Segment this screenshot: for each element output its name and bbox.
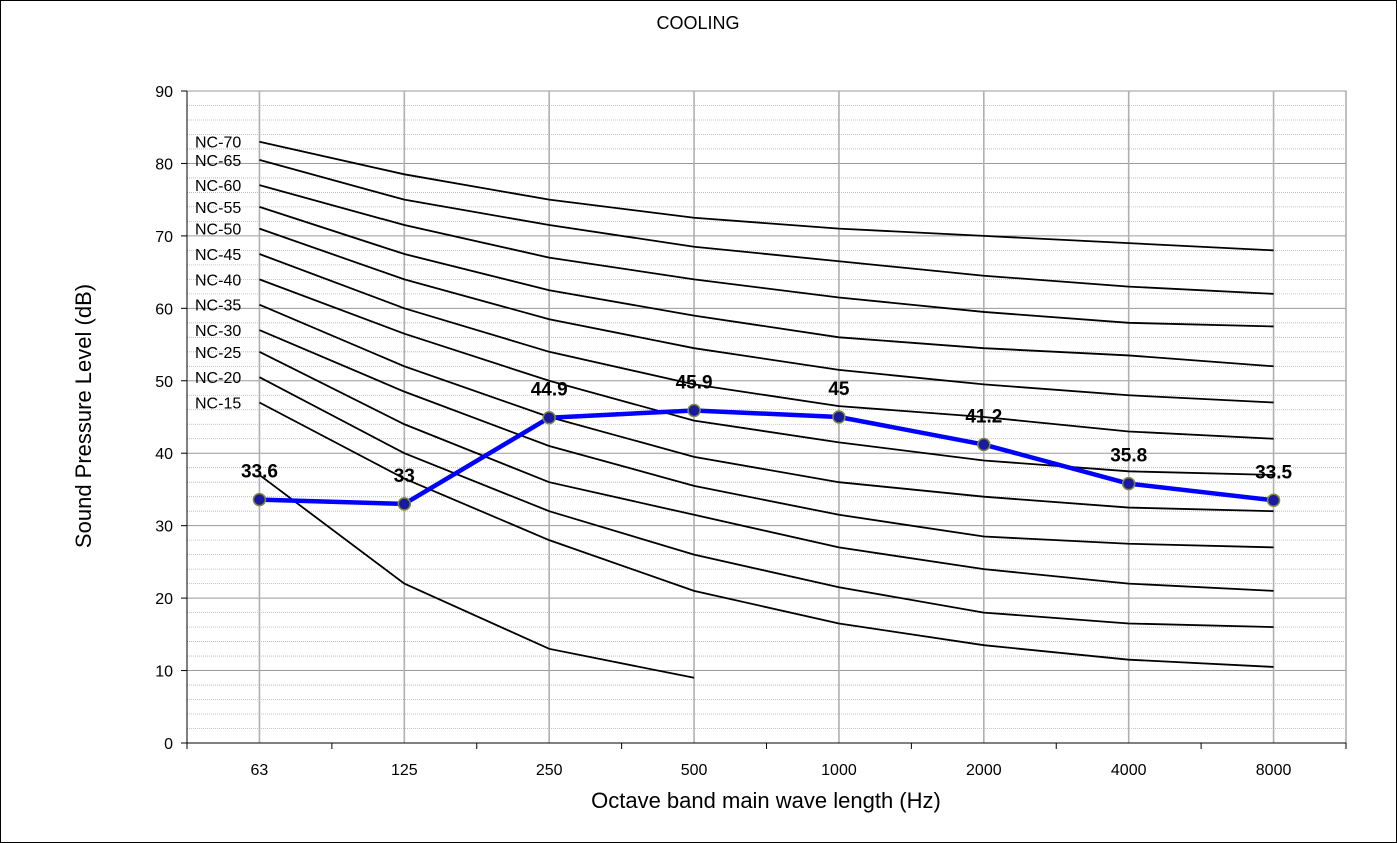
nc-curve-line xyxy=(258,474,695,679)
y-tick-label: 20 xyxy=(155,591,173,608)
nc-curve-line xyxy=(259,227,1274,404)
nc-curve-line xyxy=(259,253,1274,440)
grid-layer xyxy=(186,90,1347,744)
y-tick-label: 40 xyxy=(155,446,173,463)
nc-curve-line xyxy=(259,278,1274,476)
nc-curve-label: NC-45 xyxy=(195,247,241,264)
nc-curve-label: NC-15 xyxy=(195,396,241,413)
measured-point xyxy=(832,410,846,424)
data-label: 45 xyxy=(828,379,850,400)
measured-point xyxy=(397,497,412,511)
measured-point xyxy=(542,410,556,425)
data-label: 45.9 xyxy=(676,372,713,393)
x-tick-label: 4000 xyxy=(1111,762,1147,779)
nc-curve-label: NC-70 xyxy=(195,135,241,152)
measured-point xyxy=(1266,493,1281,508)
data-label: 35.8 xyxy=(1110,446,1147,467)
nc-curve-line xyxy=(259,158,1274,295)
nc-curve-label: NC-20 xyxy=(195,370,241,387)
x-tick-label: 500 xyxy=(681,762,708,779)
x-tick-label: 250 xyxy=(536,762,563,779)
nc-curve-line xyxy=(259,329,1274,549)
nc-curve-label: NC-25 xyxy=(195,345,241,362)
axes-layer: 0 10 20 30 40 50 60 70 80 90 63 125 250 500 1000 2000 40… xyxy=(155,84,1347,779)
y-tick-label: 0 xyxy=(164,736,173,753)
y-tick-label: 80 xyxy=(155,156,173,173)
x-tick-label: 1000 xyxy=(821,762,857,779)
y-tick-label: 10 xyxy=(155,664,173,681)
x-axis-title: Octave band main wave length (Hz) xyxy=(591,788,941,813)
nc-curve-label: NC-35 xyxy=(195,298,241,315)
chart-title: COOLING xyxy=(656,13,739,33)
data-label: 44.9 xyxy=(531,380,568,401)
data-label: 41.2 xyxy=(965,407,1002,428)
nc-curve-label: NC-55 xyxy=(195,200,241,217)
x-tick-label: 63 xyxy=(251,762,269,779)
y-tick-label: 30 xyxy=(155,519,173,536)
measured-series: 33.6 33 44.9 45.9 45 41.2 35.8 33.5 xyxy=(241,372,1292,511)
x-tick-label: 2000 xyxy=(966,762,1002,779)
nc-curve-line xyxy=(259,140,1274,252)
measured-point xyxy=(687,403,701,418)
nc-curve-label: NC-40 xyxy=(195,272,241,289)
y-tick-label: 50 xyxy=(155,374,173,391)
nc-curve-line xyxy=(259,350,1274,592)
nc-curve-label: NC-30 xyxy=(195,323,241,340)
nc-curve-label: NC-65 xyxy=(195,153,241,170)
x-tick-label: 8000 xyxy=(1256,762,1292,779)
nc-curve-line xyxy=(259,184,1274,328)
y-tick-label: 90 xyxy=(155,84,173,101)
nc-curve-label: NC-50 xyxy=(195,222,241,239)
measured-line xyxy=(259,408,1274,507)
nc-curve-label: NC-60 xyxy=(195,178,241,195)
y-tick-label: 70 xyxy=(155,229,173,246)
x-tick-label: 125 xyxy=(391,762,418,779)
y-tick-label: 60 xyxy=(155,301,173,318)
nc-curve-line xyxy=(259,303,1274,513)
nc-curve-line xyxy=(259,376,1274,628)
data-label: 33.6 xyxy=(241,462,278,483)
y-axis-title: Sound Pressure Level (dB) xyxy=(71,284,96,548)
data-label: 33 xyxy=(394,466,415,487)
measured-point xyxy=(977,437,991,452)
nc-curve-line xyxy=(259,206,1274,368)
measured-point xyxy=(1121,476,1136,491)
measured-point xyxy=(252,492,267,507)
plot-area xyxy=(186,90,1347,744)
data-label: 33.5 xyxy=(1255,462,1292,483)
